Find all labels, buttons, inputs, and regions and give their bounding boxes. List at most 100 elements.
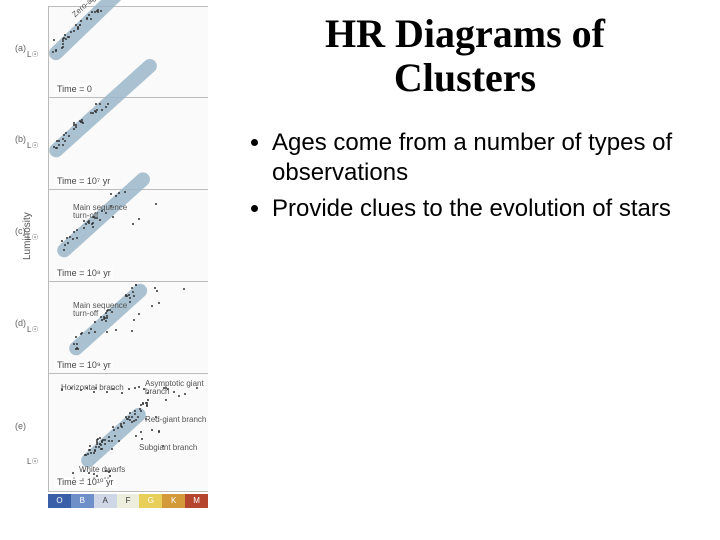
panel-annotation: Red-giant branch: [145, 416, 206, 424]
data-point: [129, 419, 131, 421]
data-point: [146, 405, 148, 407]
data-point: [138, 313, 140, 315]
data-point: [111, 448, 113, 450]
data-point: [83, 227, 85, 229]
data-point: [72, 238, 74, 240]
data-point: [101, 109, 103, 111]
data-point: [117, 427, 119, 429]
data-point: [76, 237, 78, 239]
time-label: Time = 10¹⁰ yr: [55, 477, 116, 488]
data-point: [87, 453, 89, 455]
data-point: [128, 388, 130, 390]
data-point: [151, 429, 153, 431]
spectral-class-G: G: [139, 494, 162, 508]
data-point: [141, 438, 143, 440]
data-point: [84, 454, 86, 456]
data-point: [94, 11, 96, 13]
time-label: Time = 10⁸ yr: [55, 268, 113, 278]
data-point: [88, 332, 90, 334]
data-point: [151, 305, 153, 307]
spectral-class-O: O: [48, 494, 71, 508]
data-point: [110, 193, 112, 195]
data-point: [158, 302, 160, 304]
data-point: [140, 410, 142, 412]
data-point: [52, 51, 54, 53]
data-point: [107, 103, 109, 105]
data-point: [94, 110, 96, 112]
data-point: [165, 399, 167, 401]
data-point: [76, 347, 78, 349]
data-point: [156, 290, 158, 292]
data-point: [108, 436, 110, 438]
data-point: [99, 103, 101, 105]
text-column: HR Diagrams of Clusters Ages come from a…: [210, 0, 720, 540]
data-point: [62, 144, 64, 146]
data-point: [100, 448, 102, 450]
data-point: [77, 28, 79, 30]
slide-title: HR Diagrams of Clusters: [250, 12, 680, 100]
spectral-class-K: K: [162, 494, 185, 508]
data-point: [134, 387, 136, 389]
spectral-class-bar: OBAFGKM: [48, 494, 208, 508]
panel-annotation: Asymptotic giant branch: [145, 380, 208, 396]
data-point: [99, 437, 101, 439]
slide: Luminosity (a)L☉Zero-age main sequenceTi…: [0, 0, 720, 540]
data-point: [75, 124, 77, 126]
data-point: [64, 140, 66, 142]
luminosity-tick: L☉: [27, 234, 39, 242]
panel-row-label: (e): [15, 421, 26, 431]
data-point: [106, 331, 108, 333]
data-point: [62, 46, 64, 48]
data-point: [95, 103, 97, 105]
data-point: [129, 412, 131, 414]
luminosity-tick: L☉: [27, 458, 39, 466]
data-point: [142, 403, 144, 405]
panel-annotation: White dwarfs: [79, 466, 125, 474]
spectral-class-M: M: [185, 494, 208, 508]
data-point: [132, 223, 134, 225]
data-point: [88, 222, 90, 224]
data-point: [105, 320, 107, 322]
data-point: [75, 336, 77, 338]
data-point: [94, 449, 96, 451]
panel-annotation: Horizontal branch: [61, 384, 124, 392]
data-point: [123, 422, 125, 424]
luminosity-tick: L☉: [27, 142, 39, 150]
data-point: [146, 402, 148, 404]
data-point: [68, 135, 70, 137]
data-point: [73, 30, 75, 32]
panel-row-label: (b): [15, 134, 26, 144]
data-point: [65, 38, 67, 40]
data-point: [137, 416, 139, 418]
data-point: [155, 203, 157, 205]
data-point: [95, 446, 97, 448]
panel-annotation: Main sequence turn-off: [73, 204, 137, 220]
data-point: [124, 191, 126, 193]
bullet-item: Ages come from a number of types of obse…: [272, 128, 680, 188]
data-point: [97, 9, 99, 11]
data-point: [135, 435, 137, 437]
spectral-class-F: F: [117, 494, 140, 508]
data-point: [73, 128, 75, 130]
time-label: Time = 10⁷ yr: [55, 176, 112, 186]
data-point: [65, 132, 67, 134]
panel-row-label: (c): [15, 226, 26, 236]
data-point: [113, 429, 115, 431]
hr-panel-(b): (b)L☉Time = 10⁷ yr: [48, 98, 208, 190]
data-point: [75, 126, 77, 128]
data-point: [132, 291, 134, 293]
time-label: Time = 10⁹ yr: [55, 360, 113, 370]
hr-panel-(d): (d)L☉Main sequence turn-offTime = 10⁹ yr: [48, 282, 208, 374]
data-point: [131, 330, 133, 332]
data-point: [79, 24, 81, 26]
data-point: [183, 288, 185, 290]
panel-annotation: Main sequence turn-off: [73, 302, 137, 318]
data-point: [125, 294, 127, 296]
main-sequence-band: [46, 0, 164, 63]
panel-row-label: (a): [15, 43, 26, 53]
panel-row-label: (d): [15, 318, 26, 328]
data-point: [92, 112, 94, 114]
main-sequence-band: [66, 281, 150, 358]
data-point: [72, 472, 74, 474]
time-label: Time = 0: [55, 84, 94, 94]
